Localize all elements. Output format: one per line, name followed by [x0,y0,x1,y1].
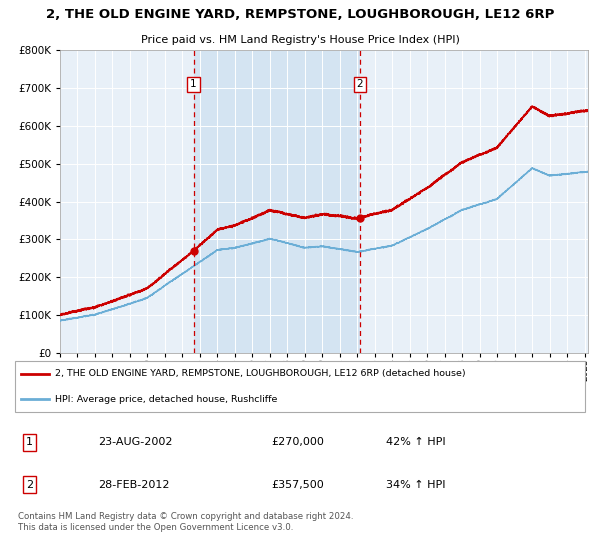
Text: Price paid vs. HM Land Registry's House Price Index (HPI): Price paid vs. HM Land Registry's House … [140,35,460,45]
Text: 1: 1 [190,80,197,90]
Text: HPI: Average price, detached house, Rushcliffe: HPI: Average price, detached house, Rush… [55,395,278,404]
Text: 23-AUG-2002: 23-AUG-2002 [98,437,173,447]
Text: 42% ↑ HPI: 42% ↑ HPI [386,437,446,447]
Text: 2, THE OLD ENGINE YARD, REMPSTONE, LOUGHBOROUGH, LE12 6RP: 2, THE OLD ENGINE YARD, REMPSTONE, LOUGH… [46,7,554,21]
Text: £357,500: £357,500 [271,479,324,489]
Text: 2: 2 [26,479,33,489]
Text: 1: 1 [26,437,33,447]
Text: Contains HM Land Registry data © Crown copyright and database right 2024.
This d: Contains HM Land Registry data © Crown c… [18,512,353,531]
Bar [194,50,360,353]
Text: 34% ↑ HPI: 34% ↑ HPI [386,479,446,489]
Text: £270,000: £270,000 [271,437,324,447]
Text: 28-FEB-2012: 28-FEB-2012 [98,479,170,489]
Text: 2, THE OLD ENGINE YARD, REMPSTONE, LOUGHBOROUGH, LE12 6RP (detached house): 2, THE OLD ENGINE YARD, REMPSTONE, LOUGH… [55,369,466,378]
Text: 2: 2 [357,80,364,90]
